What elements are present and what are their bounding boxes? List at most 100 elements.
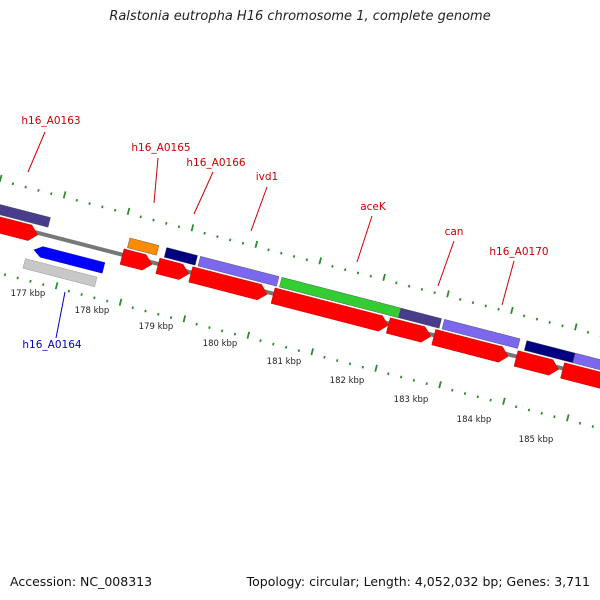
inner-tick bbox=[208, 326, 211, 329]
outer-tick bbox=[139, 215, 142, 219]
outer-tick bbox=[203, 231, 206, 235]
kbp-label: 178 kbp bbox=[75, 306, 110, 316]
kbp-label: 182 kbp bbox=[330, 376, 365, 386]
leader-line-ivd1 bbox=[250, 186, 268, 232]
gene-label-can: can bbox=[445, 226, 464, 238]
inner-tick bbox=[451, 388, 454, 392]
inner-tick bbox=[514, 405, 518, 409]
leader-line-h16_A0170 bbox=[501, 260, 515, 306]
cds-arrow-can bbox=[385, 317, 432, 343]
outer-tick bbox=[254, 240, 259, 248]
inner-tick bbox=[54, 282, 59, 290]
outer-tick bbox=[152, 218, 155, 222]
inner-tick bbox=[246, 331, 251, 339]
outer-tick bbox=[165, 221, 168, 225]
inner-tick bbox=[578, 421, 582, 425]
outer-tick bbox=[101, 205, 104, 209]
page-title: Ralstonia eutropha H16 chromosome 1, com… bbox=[109, 9, 491, 24]
gene-label-h16_A0163: h16_A0163 bbox=[21, 115, 80, 127]
inner-tick bbox=[195, 322, 198, 326]
inner-tick bbox=[336, 359, 339, 362]
inner-tick bbox=[297, 349, 301, 353]
inner-tick bbox=[374, 364, 378, 372]
gene-feature-h16_A0170 bbox=[441, 319, 521, 349]
inner-tick bbox=[438, 381, 442, 389]
outer-tick bbox=[318, 257, 322, 265]
inner-tick bbox=[425, 382, 428, 386]
outer-tick bbox=[574, 323, 578, 331]
tick-marks bbox=[0, 174, 600, 428]
gene-features bbox=[0, 204, 600, 389]
outer-tick bbox=[126, 207, 131, 215]
gene-feature-h16_A0164 bbox=[33, 246, 106, 274]
inner-tick bbox=[3, 273, 7, 277]
inner-tick bbox=[591, 425, 595, 428]
inner-tick bbox=[105, 299, 109, 303]
outer-tick bbox=[459, 297, 462, 301]
gene-label-h16_A0170: h16_A0170 bbox=[489, 246, 548, 258]
inner-tick bbox=[67, 289, 71, 293]
outer-tick bbox=[331, 264, 334, 268]
leader-line-aceK bbox=[356, 215, 373, 263]
leader-line-h16_A0164 bbox=[55, 291, 66, 339]
cds-arrow-h16_A0165 bbox=[119, 248, 153, 271]
inner-tick bbox=[476, 395, 479, 399]
inner-tick bbox=[361, 365, 364, 369]
inner-tick bbox=[284, 345, 288, 349]
inner-tick bbox=[42, 283, 45, 287]
outer-tick bbox=[24, 185, 27, 189]
outer-tick bbox=[216, 235, 219, 239]
leader-line-can bbox=[437, 240, 455, 287]
outer-tick bbox=[356, 271, 360, 275]
gene-feature-h16_A0165 bbox=[127, 237, 160, 256]
inner-tick bbox=[272, 342, 275, 346]
accession-text: Accession: NC_008313 bbox=[10, 574, 153, 589]
outer-tick bbox=[228, 238, 232, 242]
inner-tick bbox=[118, 298, 123, 306]
outer-tick bbox=[535, 317, 539, 321]
outer-tick bbox=[497, 307, 500, 311]
kbp-label: 179 kbp bbox=[139, 322, 174, 332]
outer-tick bbox=[75, 198, 79, 202]
genome-summary: Topology: circular; Length: 4,052,032 bp… bbox=[246, 574, 590, 589]
kbp-label: 177 kbp bbox=[11, 289, 46, 299]
inner-tick bbox=[80, 293, 83, 296]
inner-tick bbox=[489, 398, 492, 402]
inner-tick bbox=[348, 362, 352, 366]
outer-tick bbox=[0, 174, 3, 182]
outer-tick bbox=[420, 288, 424, 291]
outer-tick bbox=[586, 330, 590, 334]
gene-label-ivd1: ivd1 bbox=[256, 171, 278, 183]
outer-tick bbox=[382, 273, 386, 281]
inner-tick bbox=[233, 332, 237, 336]
outer-tick bbox=[305, 258, 309, 262]
outer-tick bbox=[395, 281, 398, 285]
inner-tick bbox=[412, 378, 416, 382]
gene-feature-h16_A0163 bbox=[0, 204, 51, 228]
outer-tick bbox=[88, 202, 91, 206]
outer-tick bbox=[37, 188, 40, 192]
inner-tick bbox=[259, 339, 262, 343]
inner-tick bbox=[553, 415, 556, 419]
kbp-label: 180 kbp bbox=[203, 339, 238, 349]
outer-tick bbox=[113, 208, 117, 212]
inner-tick bbox=[157, 312, 160, 316]
outer-tick bbox=[62, 191, 67, 199]
cds-arrow-h16_A0171 bbox=[513, 350, 559, 376]
cds-arrow-h16_A0170 bbox=[431, 329, 509, 363]
leader-line-h16_A0165 bbox=[153, 157, 159, 204]
inner-tick bbox=[131, 306, 134, 310]
outer-tick bbox=[241, 241, 245, 245]
inner-tick bbox=[323, 355, 326, 359]
inner-tick bbox=[169, 316, 173, 320]
inner-tick bbox=[182, 315, 187, 323]
outer-tick bbox=[548, 321, 551, 324]
outer-tick bbox=[11, 182, 15, 186]
outer-tick bbox=[177, 225, 181, 229]
kbp-label: 181 kbp bbox=[267, 357, 302, 367]
inner-tick bbox=[399, 375, 403, 379]
inner-tick bbox=[502, 397, 506, 405]
inner-tick bbox=[387, 372, 390, 376]
gene-feature-can bbox=[398, 307, 442, 329]
